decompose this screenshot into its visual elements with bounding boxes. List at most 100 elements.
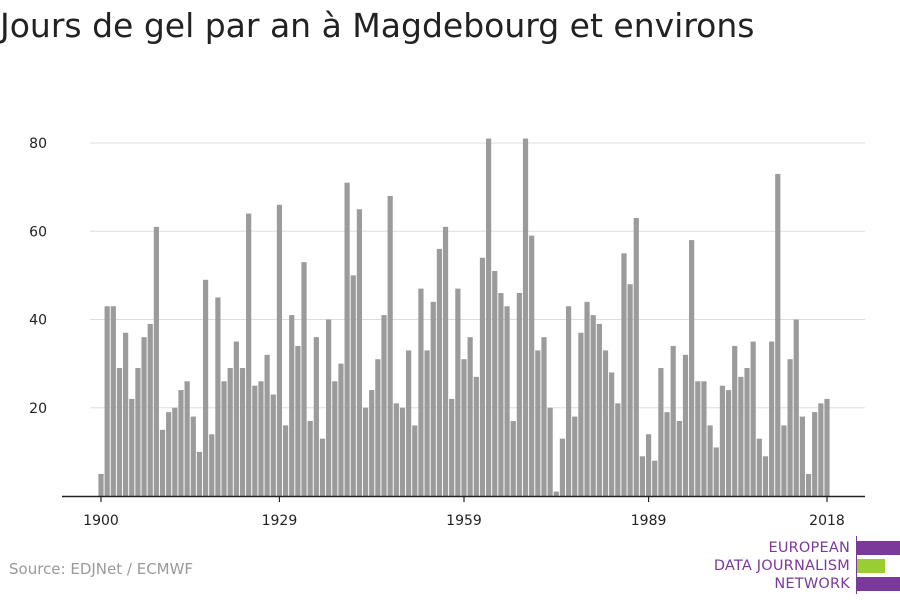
bar-1944 <box>369 390 375 496</box>
bar-1932 <box>295 345 301 496</box>
y-axis-labels: 20 40 60 80 <box>29 136 47 417</box>
bar-1972 <box>541 337 547 496</box>
bar-1943 <box>362 407 369 496</box>
bar-1906 <box>135 368 141 496</box>
bar-2009 <box>769 341 775 496</box>
bar-1935 <box>313 337 319 496</box>
bar-2004 <box>738 376 744 496</box>
x-tick-label: 1959 <box>446 513 482 529</box>
bar-1941 <box>350 275 356 497</box>
bar-1900 <box>98 473 104 496</box>
bar-1963 <box>486 138 492 496</box>
bar-1979 <box>584 301 590 496</box>
bar-2005 <box>744 368 750 496</box>
bar-1986 <box>627 284 633 496</box>
bar-1974 <box>553 491 559 496</box>
logo-line-data-journalism: DATA JOURNALISM <box>713 558 850 574</box>
bar-1951 <box>412 425 418 496</box>
bar-1939 <box>338 363 344 497</box>
bar-2010 <box>775 173 781 496</box>
bar-1982 <box>602 350 609 496</box>
bar-1961 <box>473 376 479 496</box>
bar-1999 <box>707 425 713 496</box>
bar-1945 <box>375 359 381 496</box>
bar-1997 <box>695 381 701 496</box>
bar-2014 <box>799 416 805 496</box>
bar-1911 <box>166 412 172 496</box>
bar-1946 <box>381 315 387 496</box>
bar-1956 <box>442 226 449 496</box>
y-tick-label: 80 <box>29 136 47 152</box>
logo-bar-top <box>857 541 900 555</box>
bar-1977 <box>572 416 578 496</box>
bar-1991 <box>658 368 664 496</box>
bar-1922 <box>233 341 239 496</box>
bar-1953 <box>424 350 430 496</box>
bar-1907 <box>141 337 147 496</box>
bar-1964 <box>492 270 498 496</box>
bar-1987 <box>633 218 639 496</box>
logo-divider <box>856 536 857 594</box>
bar-1947 <box>387 195 393 496</box>
bar-1998 <box>701 381 707 496</box>
bar-1983 <box>609 372 615 496</box>
bar-1985 <box>621 253 627 496</box>
bar-2001 <box>719 385 726 496</box>
bar-1930 <box>282 425 289 496</box>
bar-1927 <box>264 354 270 496</box>
bar-1919 <box>215 297 221 496</box>
bar-2017 <box>818 403 824 496</box>
y-tick-label: 40 <box>29 313 47 329</box>
bar-1929 <box>276 204 283 496</box>
bar-1916 <box>196 451 203 497</box>
bar-1966 <box>504 306 510 496</box>
bar-1989 <box>645 434 652 496</box>
bar-1921 <box>227 368 233 496</box>
bar-1920 <box>221 381 227 496</box>
bar-1926 <box>258 381 264 496</box>
y-tick-label: 20 <box>29 401 47 417</box>
bar-1909 <box>153 226 159 496</box>
bar-1980 <box>590 315 596 496</box>
edjnet-logo[interactable]: EUROPEAN DATA JOURNALISM NETWORK <box>700 536 900 594</box>
bar-1934 <box>307 420 313 496</box>
bar-1995 <box>682 354 689 496</box>
bar-1924 <box>246 213 252 496</box>
bar-1908 <box>147 323 153 496</box>
bar-1915 <box>190 416 196 496</box>
bar-1903 <box>116 368 123 496</box>
bar-1992 <box>664 412 670 496</box>
bar-1959 <box>461 359 467 496</box>
bar-1970 <box>529 235 535 496</box>
bar-1978 <box>578 332 584 496</box>
bar-1993 <box>670 345 676 496</box>
bar-1913 <box>178 390 184 496</box>
bar-1923 <box>239 368 246 496</box>
y-tick-label: 60 <box>29 224 47 240</box>
bar-1965 <box>498 293 504 496</box>
bar-1954 <box>430 301 436 496</box>
x-tick-label: 1989 <box>631 513 667 529</box>
bar-1928 <box>270 394 276 496</box>
bar-1950 <box>406 350 412 496</box>
x-tick-label: 1929 <box>262 513 298 529</box>
bar-1960 <box>467 337 473 496</box>
bar-1952 <box>418 288 424 496</box>
bar-1957 <box>449 398 455 496</box>
bar-1905 <box>129 398 135 496</box>
bar-1901 <box>104 306 110 496</box>
x-tick-label: 1900 <box>83 513 119 529</box>
x-axis-labels: 1900 1929 1959 1989 2018 <box>83 513 845 529</box>
x-tick-label: 2018 <box>809 513 845 529</box>
bar-1996 <box>689 240 695 496</box>
bar-1955 <box>436 248 442 496</box>
bar-1969 <box>522 138 529 496</box>
logo-bar-bottom <box>857 577 900 591</box>
bar-1937 <box>326 319 332 496</box>
bar-1990 <box>652 460 658 496</box>
bar-1967 <box>510 420 516 496</box>
bar-1940 <box>344 182 350 496</box>
logo-line-european: EUROPEAN <box>768 540 850 556</box>
bar-1971 <box>535 350 541 496</box>
bar-2006 <box>750 341 756 496</box>
